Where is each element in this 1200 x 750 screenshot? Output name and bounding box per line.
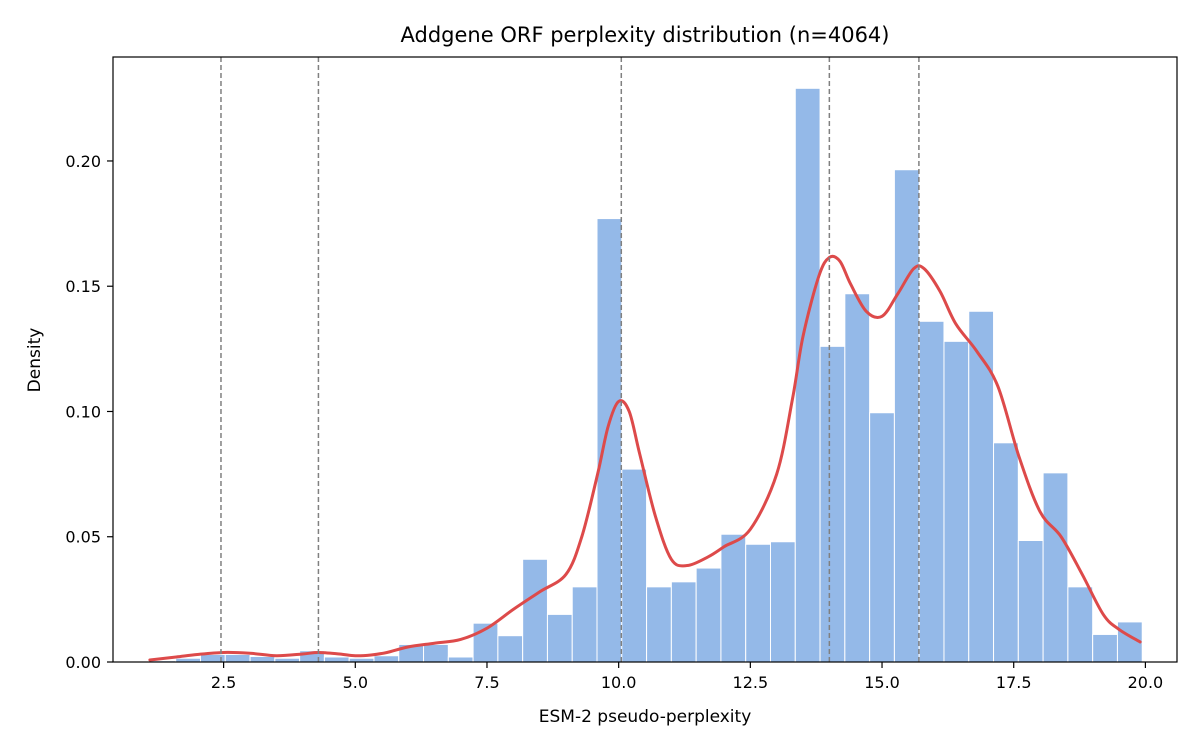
y-tick-label: 0.00 xyxy=(65,653,101,672)
x-tick-label: 12.5 xyxy=(733,673,769,692)
histogram-bar xyxy=(794,87,821,663)
histogram-bar xyxy=(1042,472,1069,663)
y-axis-ticks: 0.00 0.05 0.10 0.15 0.20 xyxy=(65,152,113,672)
histogram-bar xyxy=(869,412,895,663)
reference-lines xyxy=(220,57,920,662)
y-tick-label: 0.20 xyxy=(65,152,101,171)
histogram-bar xyxy=(224,653,251,663)
histogram-bar xyxy=(819,345,846,663)
histogram-bar xyxy=(497,635,524,663)
histogram-bar xyxy=(596,218,623,663)
histogram-bar xyxy=(447,656,474,663)
x-tick-label: 7.5 xyxy=(474,673,499,692)
histogram-bar xyxy=(844,293,871,663)
x-axis-ticks: 2.5 5.0 7.5 10.0 12.5 15.0 17.5 20.0 xyxy=(211,662,1163,692)
x-tick-label: 17.5 xyxy=(996,673,1032,692)
histogram-bar xyxy=(943,340,970,663)
histogram-bar xyxy=(1017,539,1044,663)
histogram-bar xyxy=(720,533,747,663)
histogram-bar xyxy=(423,643,449,663)
plot-frame xyxy=(112,56,1178,663)
histogram-bars xyxy=(150,87,1143,663)
kde-curve-layer xyxy=(148,254,1142,662)
histogram-bar xyxy=(249,655,276,663)
histogram-bar xyxy=(646,586,672,663)
x-tick-label: 20.0 xyxy=(1128,673,1164,692)
chart-title: Addgene ORF perplexity distribution (n=4… xyxy=(401,23,890,47)
histogram-bar xyxy=(670,581,697,663)
x-axis-label: ESM-2 pseudo-perplexity xyxy=(539,707,752,727)
x-tick-label: 10.0 xyxy=(601,673,637,692)
histogram-bar xyxy=(1067,586,1094,663)
histogram-bar xyxy=(373,655,400,663)
histogram-bar xyxy=(918,320,945,663)
histogram-bar xyxy=(993,442,1019,663)
histogram-bar xyxy=(1092,633,1118,663)
y-tick-label: 0.05 xyxy=(65,528,101,547)
histogram-bar xyxy=(968,310,995,663)
histogram-bar xyxy=(745,543,771,663)
histogram-bar xyxy=(546,613,573,663)
y-axis-label: Density xyxy=(25,328,45,393)
x-tick-label: 5.0 xyxy=(343,673,368,692)
histogram-bar xyxy=(769,541,796,663)
histogram-bar xyxy=(893,169,920,663)
histogram-bar xyxy=(621,468,648,663)
x-tick-label: 2.5 xyxy=(211,673,236,692)
y-tick-label: 0.15 xyxy=(65,277,101,296)
y-tick-label: 0.10 xyxy=(65,402,101,421)
histogram-bar xyxy=(323,656,350,663)
histogram-bar xyxy=(695,567,722,663)
histogram-bar xyxy=(522,558,548,663)
kde-curve xyxy=(148,254,1142,662)
x-tick-label: 15.0 xyxy=(864,673,900,692)
histogram-bar xyxy=(571,586,598,663)
